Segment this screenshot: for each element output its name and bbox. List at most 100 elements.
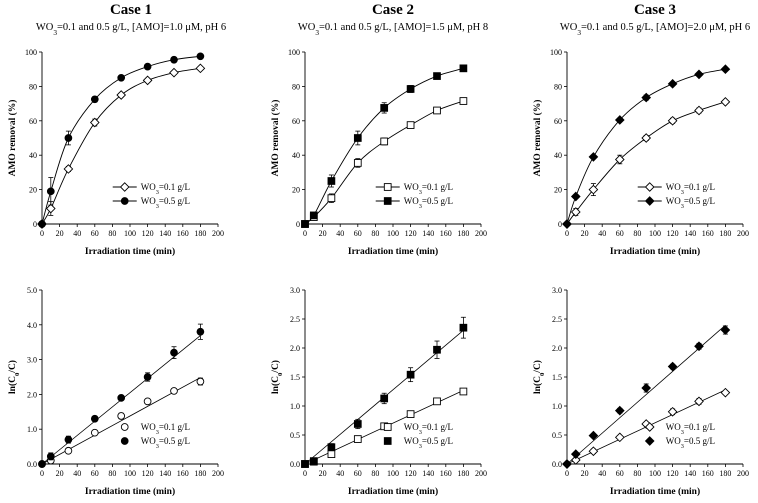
legend-label: WO3=0.1 g/L <box>404 182 453 196</box>
legend-label: WO3=0.1 g/L <box>666 422 715 436</box>
series-2 <box>562 64 731 229</box>
legend-marker <box>644 436 655 446</box>
legend-item: WO3=0.1 g/L <box>375 182 453 196</box>
case-conditions: WO3=0.1 and 0.5 g/L, [AMO]=1.5 μM, pH 8 <box>298 22 488 37</box>
series-2 <box>301 64 468 228</box>
y-axis-label: AMO removal (%) <box>270 100 281 177</box>
x-tick-label: 80 <box>371 469 379 478</box>
y-tick-label: 3.0 <box>552 286 562 295</box>
data-point <box>380 137 389 146</box>
data-point <box>142 75 153 86</box>
series-1 <box>562 97 731 229</box>
x-tick-label: 0 <box>40 229 44 238</box>
data-point <box>588 152 599 162</box>
data-point <box>570 207 581 217</box>
legend-label: WO3=0.1 g/L <box>404 422 453 436</box>
legend-marker <box>119 182 130 192</box>
data-point <box>353 159 362 167</box>
data-point <box>641 383 652 393</box>
case-title: Case 3 <box>634 2 676 18</box>
data-point <box>38 460 46 468</box>
x-tick-label: 200 <box>737 469 749 478</box>
x-tick-label: 100 <box>124 469 136 478</box>
x-tick-label: 160 <box>440 469 452 478</box>
legend-label: WO3=0.5 g/L <box>141 436 190 450</box>
x-tick-label: 180 <box>457 229 469 238</box>
legend-marker <box>644 182 655 192</box>
y-axis-label: ln(C0/C) <box>532 360 546 394</box>
legend-marker <box>383 423 392 431</box>
y-tick-label: 0.5 <box>290 431 300 440</box>
x-tick-label: 140 <box>422 229 434 238</box>
x-tick-label: 20 <box>581 229 589 238</box>
legend-marker <box>644 196 655 206</box>
y-tick-label: 60 <box>554 117 562 126</box>
data-point <box>353 134 362 142</box>
x-tick-label: 140 <box>159 229 171 238</box>
data-point <box>143 373 152 381</box>
y-tick-label: 40 <box>292 151 300 160</box>
x-tick-label: 180 <box>194 229 206 238</box>
data-point <box>143 397 152 406</box>
y-tick-label: 20 <box>29 186 37 195</box>
data-point <box>614 432 625 443</box>
legend-item: WO3=0.5 g/L <box>112 196 190 210</box>
x-tick-label: 60 <box>91 469 99 478</box>
y-tick-label: 0.0 <box>290 460 300 469</box>
legend-label: WO3=0.5 g/L <box>404 196 453 210</box>
y-tick-label: 3.0 <box>290 286 300 295</box>
x-tick-label: 160 <box>702 229 714 238</box>
x-tick-label: 180 <box>457 469 469 478</box>
y-tick-label: 4.0 <box>27 321 37 330</box>
legend-marker <box>383 437 392 445</box>
data-point <box>459 64 468 73</box>
data-point <box>301 220 309 228</box>
data-point <box>667 78 678 89</box>
data-point <box>64 446 73 455</box>
y-axis-label: AMO removal (%) <box>7 100 18 177</box>
data-point <box>433 345 441 354</box>
y-tick-label: 0.0 <box>552 460 562 469</box>
x-tick-label: 160 <box>177 229 189 238</box>
data-point <box>64 435 73 444</box>
x-tick-label: 140 <box>684 469 696 478</box>
data-point <box>720 387 731 398</box>
data-point <box>196 377 205 386</box>
data-point <box>720 325 731 335</box>
data-point <box>433 72 441 80</box>
data-point <box>309 457 318 465</box>
data-point <box>89 117 100 128</box>
data-point <box>459 323 468 332</box>
data-point <box>45 203 56 214</box>
x-axis-label: Irradiation time (min) <box>348 246 438 257</box>
x-tick-label: 140 <box>159 469 171 478</box>
case-header-3: Case 3 WO3=0.1 and 0.5 g/L, [AMO]=2.0 μM,… <box>560 2 750 37</box>
legend-label: WO3=0.5 g/L <box>141 196 190 210</box>
data-point <box>720 64 731 75</box>
y-tick-label: 1.5 <box>552 373 562 382</box>
legend-item: WO3=0.1 g/L <box>644 422 715 436</box>
y-axis-label: ln(C0/C) <box>270 360 284 394</box>
case-header-1: Case 1 WO3=0.1 and 0.5 g/L, [AMO]=1.0 μM,… <box>36 2 226 37</box>
x-tick-label: 60 <box>616 229 624 238</box>
data-point <box>588 430 599 441</box>
data-point <box>614 405 625 416</box>
y-tick-label: 20 <box>292 186 300 195</box>
data-point <box>588 184 599 195</box>
legend-marker <box>120 423 129 431</box>
y-tick-label: 0.0 <box>27 460 37 469</box>
data-point <box>614 154 625 165</box>
y-tick-label: 100 <box>550 48 562 57</box>
data-point <box>309 211 318 220</box>
y-tick-label: 80 <box>554 82 562 91</box>
y-tick-label: 2.0 <box>552 344 562 353</box>
x-tick-label: 0 <box>40 469 44 478</box>
legend-marker <box>120 197 129 205</box>
data-point <box>170 387 178 395</box>
chart-case2-removal: 0 20 40 60 80 100 120 140 160 180 200 0 20 40 60 80 100 I… <box>270 48 487 257</box>
data-point <box>667 115 678 126</box>
x-tick-label: 200 <box>212 469 224 478</box>
